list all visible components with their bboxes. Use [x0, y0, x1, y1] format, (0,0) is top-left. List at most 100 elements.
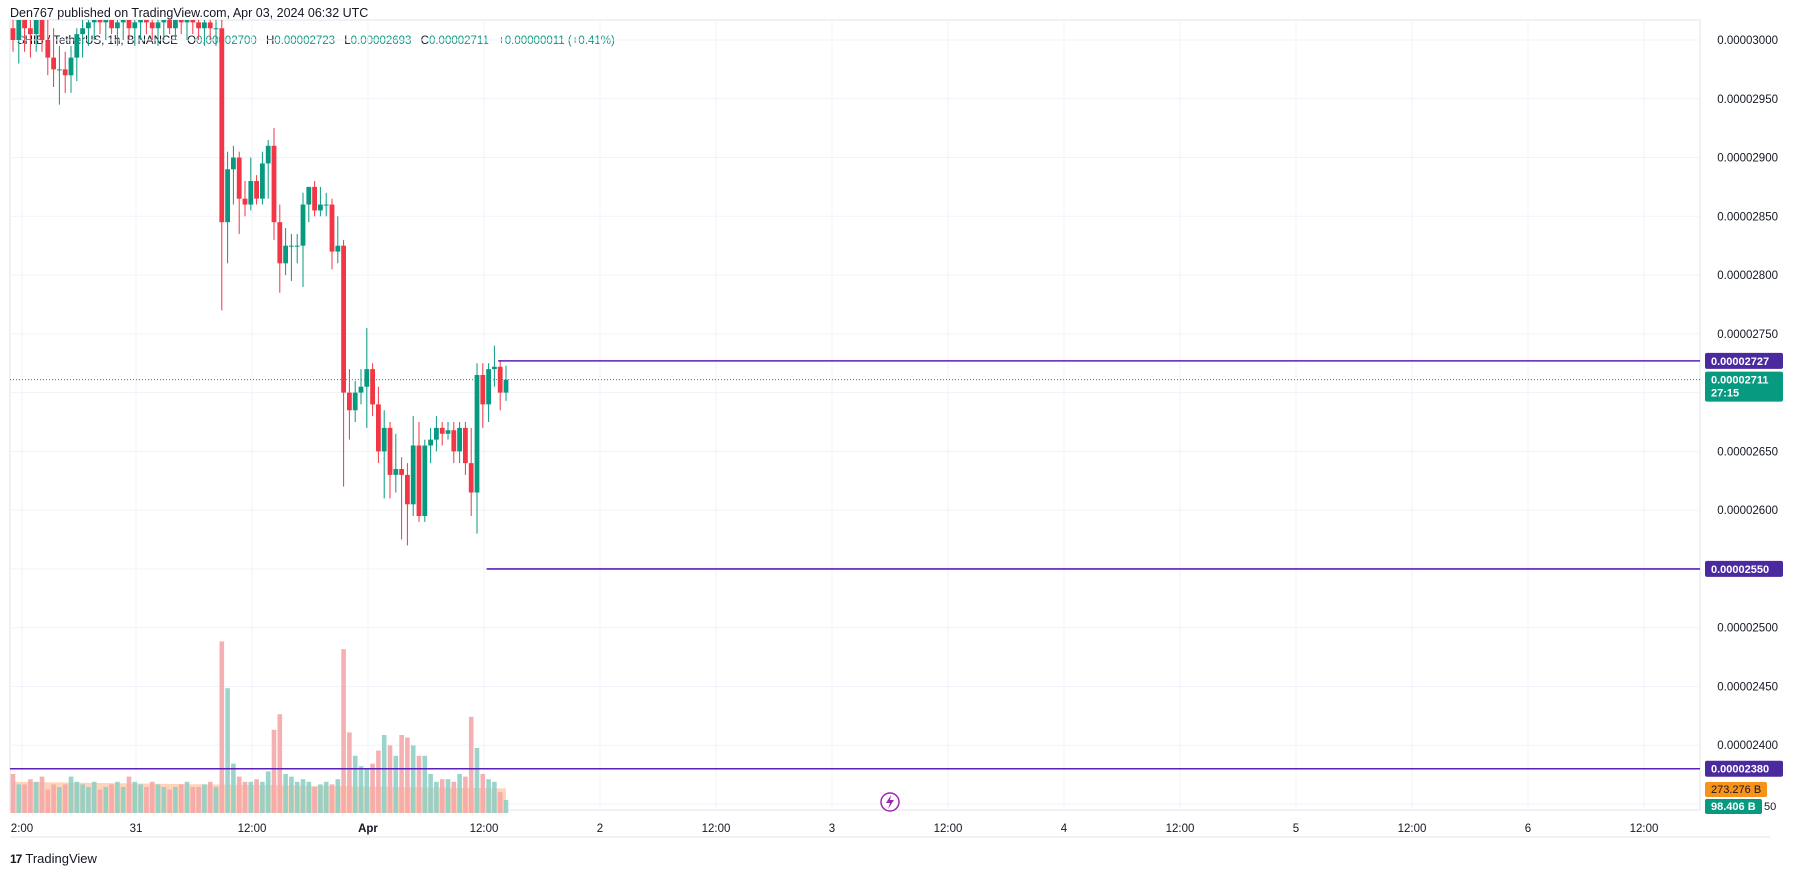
volume-bar	[190, 787, 196, 813]
candle-body	[57, 69, 62, 71]
candle-body	[68, 57, 74, 76]
candle-body	[364, 369, 370, 387]
x-tick-label: 12:00	[1630, 823, 1659, 835]
volume-current-tag-text: 98.406 B	[1711, 801, 1756, 813]
candle-body	[155, 22, 161, 29]
volume-bar	[468, 716, 474, 813]
candle-body	[312, 186, 317, 211]
volume-bar	[225, 688, 230, 813]
candle-body	[416, 445, 422, 517]
volume-bar	[126, 776, 132, 813]
volume-bar	[97, 789, 103, 813]
level-low-tag-text: 0.00002550	[1711, 564, 1769, 576]
x-tick-label: Apr	[358, 823, 378, 835]
volume-bar	[16, 784, 22, 813]
volume-bar	[103, 787, 109, 813]
candle-body	[161, 20, 167, 23]
candle-body	[265, 145, 271, 164]
candles-group	[10, 20, 509, 546]
candle-body	[497, 366, 503, 393]
candle-body	[492, 366, 497, 370]
candle-body	[289, 245, 294, 247]
candle-body	[422, 445, 428, 517]
level-volume-tag-text: 0.00002380	[1711, 764, 1769, 776]
candle-body	[381, 427, 387, 452]
candle-body	[387, 427, 393, 475]
volume-bar	[207, 781, 213, 813]
candle-body	[74, 34, 80, 58]
volume-bar	[376, 750, 381, 813]
volume-bar	[289, 776, 294, 813]
volume-bar	[57, 787, 62, 813]
volume-bar	[393, 755, 399, 813]
candle-body	[149, 22, 155, 29]
level-high-tag-text: 0.00002727	[1711, 356, 1769, 368]
x-tick-label: 12:00	[238, 823, 267, 835]
volume-bar	[254, 779, 259, 813]
volume-bar	[265, 771, 271, 813]
volume-bar	[457, 774, 462, 813]
candle-body	[358, 386, 364, 393]
candle-body	[341, 245, 346, 393]
candle-body	[503, 379, 509, 393]
candle-body	[376, 404, 381, 452]
candle-body	[190, 20, 196, 23]
volume-bar	[22, 784, 27, 813]
level-volume-tag-bg	[1705, 760, 1783, 777]
volume-bar	[51, 784, 56, 813]
volume-bar	[503, 800, 509, 813]
volume-bar	[294, 781, 300, 813]
candle-body	[410, 445, 416, 505]
candle-body	[277, 222, 283, 264]
level-high-tag: 0.00002727	[1705, 352, 1783, 369]
candle-body	[115, 22, 120, 29]
volume-bar	[451, 781, 457, 813]
candle-body	[22, 20, 27, 29]
candle-body	[329, 204, 335, 252]
lightning-icon[interactable]	[880, 792, 900, 812]
volume-bar	[492, 781, 497, 813]
volume-bar	[167, 789, 172, 813]
candle-body	[434, 427, 439, 440]
level-low-tag: 0.00002550	[1705, 560, 1783, 577]
volume-bar	[352, 755, 358, 813]
volume-bar	[155, 784, 161, 813]
symbol-name[interactable]: SHIB / TetherUS, 1h, BINANCE	[17, 35, 178, 47]
volume-bar	[184, 781, 190, 813]
volume-bar	[329, 784, 335, 813]
candle-body	[213, 28, 219, 30]
candle-body	[225, 169, 230, 223]
candle-body	[248, 181, 254, 205]
candle-body	[474, 374, 480, 493]
candle-body	[167, 20, 172, 29]
volume-bar	[341, 649, 346, 813]
candle-body	[86, 22, 91, 29]
volume-bar	[242, 781, 248, 813]
candle-body	[428, 439, 433, 446]
candle-body	[486, 369, 491, 405]
tradingview-footer[interactable]: 17 TradingView	[10, 851, 97, 866]
candle-body	[138, 20, 143, 23]
y-tick-label: 0.00002750	[1717, 329, 1778, 341]
candle-body	[439, 427, 445, 434]
candle-body	[80, 28, 85, 35]
volume-bar	[318, 784, 323, 813]
volume-bar	[173, 787, 178, 813]
volume-bar	[196, 787, 201, 813]
y-tick-label: 0.00002600	[1717, 505, 1778, 517]
candle-body	[231, 157, 236, 170]
candle-body	[33, 20, 39, 35]
candle-body	[300, 204, 306, 246]
candle-body	[445, 430, 451, 434]
candle-body	[393, 469, 399, 475]
candle-body	[323, 204, 329, 206]
volume-bar	[416, 755, 422, 813]
candle-body	[283, 245, 288, 264]
candle-body	[202, 22, 207, 29]
candle-body	[62, 69, 68, 76]
volume-bar	[149, 781, 155, 813]
volume-bar	[231, 763, 236, 813]
volume-bar	[86, 787, 91, 813]
volume-bar	[74, 781, 80, 813]
